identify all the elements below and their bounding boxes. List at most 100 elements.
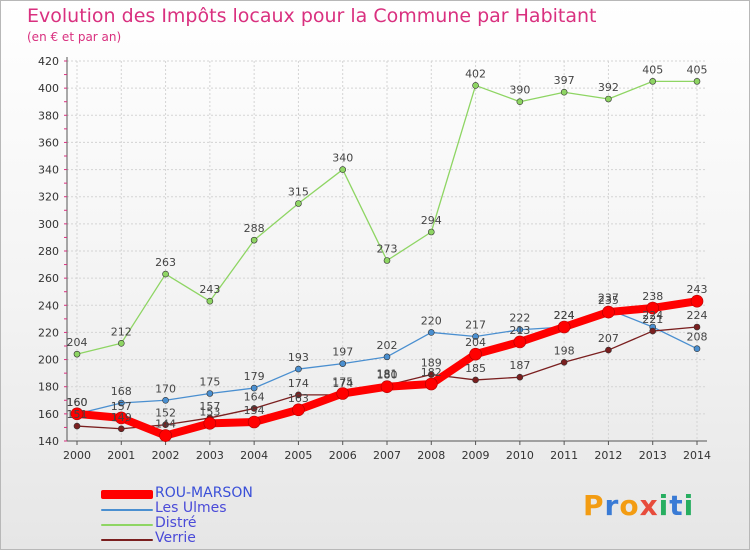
data-point-Distré — [73, 350, 81, 358]
legend-label: Distré — [155, 515, 197, 531]
data-label: 153 — [199, 405, 220, 418]
data-point-Les Ulmes — [427, 329, 435, 336]
data-point-ROU-MARSON — [336, 387, 350, 400]
data-point-Distré — [339, 166, 347, 173]
y-tick-label: 160 — [38, 408, 59, 421]
data-point-Distré — [649, 78, 657, 85]
data-label: 197 — [332, 346, 353, 359]
y-tick-label: 340 — [38, 164, 59, 177]
data-point-ROU-MARSON — [70, 407, 84, 421]
x-tick-label: 2002 — [152, 449, 180, 462]
data-label: 198 — [554, 344, 575, 357]
data-label: 243 — [199, 283, 220, 296]
y-tick-label: 420 — [38, 55, 59, 68]
y-tick-label: 360 — [38, 136, 59, 149]
data-label: 405 — [642, 63, 663, 76]
x-tick-label: 2000 — [63, 449, 91, 462]
data-label: 390 — [509, 84, 530, 97]
data-point-Les Ulmes — [162, 396, 169, 404]
legend-swatch — [101, 524, 153, 526]
data-label: 152 — [155, 407, 176, 420]
x-tick-label: 2011 — [550, 449, 578, 462]
data-label: 189 — [421, 357, 442, 370]
data-label: 263 — [155, 256, 176, 269]
y-tick-label: 140 — [38, 435, 59, 448]
data-point-ROU-MARSON — [557, 320, 571, 334]
data-label: 204 — [67, 336, 88, 349]
data-label: 180 — [377, 369, 398, 382]
data-point-Verrie — [427, 371, 435, 378]
data-point-ROU-MARSON — [159, 429, 172, 442]
data-label: 224 — [642, 309, 663, 322]
data-label: 212 — [111, 325, 132, 338]
data-point-Verrie — [649, 327, 657, 335]
line-chart: 140 160 180 200 220 240 260 280 300 320 340 360 380 4… — [38, 55, 711, 462]
data-point-ROU-MARSON — [114, 411, 128, 425]
data-label: 160 — [67, 396, 88, 409]
data-label: 174 — [332, 377, 353, 390]
x-tick-label: 2008 — [417, 449, 445, 462]
data-point-Verrie — [605, 346, 612, 354]
data-point-Verrie — [516, 373, 524, 381]
data-point-ROU-MARSON — [203, 417, 217, 430]
data-label: 392 — [598, 81, 619, 94]
data-point-Les Ulmes — [472, 333, 479, 340]
x-tick-label: 2003 — [196, 449, 224, 462]
y-tick-label: 380 — [38, 109, 59, 122]
data-point-ROU-MARSON — [513, 335, 527, 349]
logo-letter: P — [583, 489, 605, 522]
data-point-Verrie — [295, 391, 302, 399]
data-point-Distré — [693, 78, 701, 85]
data-point-Distré — [605, 95, 612, 103]
logo-letter: x — [639, 489, 659, 522]
logo-letter: i — [658, 489, 670, 522]
data-point-Distré — [206, 297, 214, 305]
x-tick-label: 2006 — [329, 449, 357, 462]
x-tick-label: 2014 — [683, 449, 711, 462]
data-point-ROU-MARSON — [469, 347, 482, 361]
data-point-Distré — [250, 236, 258, 244]
data-label: 185 — [465, 362, 486, 375]
data-point-Les Ulmes — [516, 326, 524, 334]
data-label: 181 — [377, 367, 398, 380]
data-label: 405 — [687, 63, 708, 76]
data-label: 151 — [67, 408, 88, 421]
data-label: 243 — [687, 283, 708, 296]
data-label: 402 — [465, 67, 486, 80]
data-label: 174 — [288, 377, 309, 390]
data-point-Les Ulmes — [339, 360, 347, 367]
y-tick-label: 180 — [38, 381, 59, 394]
data-point-Les Ulmes — [383, 353, 391, 361]
data-label: 179 — [244, 370, 265, 383]
legend-label: ROU-MARSON — [155, 485, 253, 501]
data-label: 235 — [598, 294, 619, 307]
x-tick-label: 2005 — [284, 449, 312, 462]
y-tick-label: 240 — [38, 299, 59, 312]
data-label: 182 — [421, 366, 442, 379]
x-tick-label: 2001 — [107, 449, 135, 462]
legend-label: Les Ulmes — [155, 500, 227, 516]
data-label: 204 — [465, 336, 486, 349]
x-tick-label: 2010 — [506, 449, 534, 462]
data-point-Verrie — [560, 358, 568, 366]
data-label: 224 — [687, 309, 708, 322]
data-point-ROU-MARSON — [380, 380, 394, 394]
data-label: 238 — [642, 290, 663, 303]
data-label: 207 — [598, 332, 619, 345]
data-point-Les Ulmes — [250, 384, 258, 392]
data-label: 208 — [687, 331, 708, 344]
data-label: 224 — [554, 309, 575, 322]
logo-letter: t — [669, 489, 684, 522]
data-label: 220 — [421, 314, 442, 327]
data-point-Verrie — [117, 425, 125, 433]
y-tick-label: 280 — [38, 245, 59, 258]
data-label: 273 — [377, 243, 398, 256]
legend-swatch — [101, 509, 153, 511]
data-point-Distré — [117, 339, 125, 347]
data-label: 217 — [465, 319, 486, 332]
logo-letter: o — [619, 489, 640, 522]
proxiti-logo: Proxiti — [583, 489, 694, 522]
data-label: 237 — [598, 291, 619, 304]
data-point-ROU-MARSON — [424, 377, 438, 391]
data-point-Verrie — [162, 421, 169, 429]
